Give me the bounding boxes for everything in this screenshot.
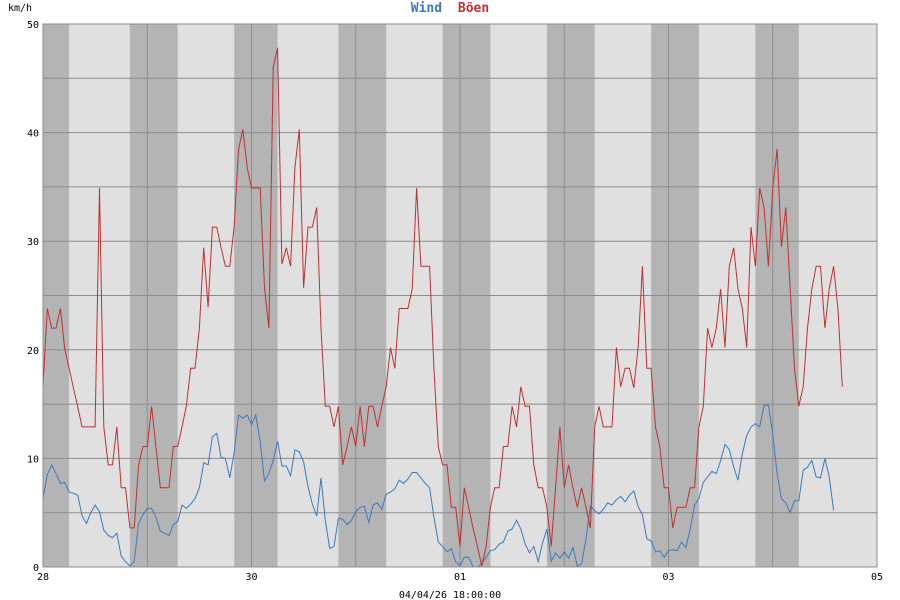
timestamp-footer: 04/04/26 18:00:00 xyxy=(399,590,501,600)
x-tick-label: 05 xyxy=(871,572,883,583)
y-tick-label: 50 xyxy=(27,20,39,31)
plot-border xyxy=(42,23,878,568)
title-gust: Böen xyxy=(458,1,489,16)
y-tick-label: 10 xyxy=(27,454,39,465)
y-axis-label: km/h xyxy=(8,3,32,14)
y-tick-label: 40 xyxy=(27,129,39,140)
x-tick-label: 30 xyxy=(245,572,257,583)
plot-frame xyxy=(42,23,878,568)
series-line-wind xyxy=(42,404,835,568)
x-tick-label: 01 xyxy=(454,572,466,583)
y-tick-label: 20 xyxy=(27,346,39,357)
y-tick-labels: 0 10 20 30 40 50 xyxy=(27,20,39,574)
series-lines xyxy=(42,47,843,568)
title-wind: Wind xyxy=(411,1,442,16)
x-tick-label: 03 xyxy=(662,572,674,583)
y-tick-label: 30 xyxy=(27,237,39,248)
chart-title: Wind Böen xyxy=(411,1,489,16)
x-tick-label: 28 xyxy=(37,572,49,583)
series-line-gusts xyxy=(42,47,843,567)
x-tick-labels: 28 30 01 03 05 xyxy=(37,572,883,583)
y-tick-label: 0 xyxy=(33,563,39,574)
